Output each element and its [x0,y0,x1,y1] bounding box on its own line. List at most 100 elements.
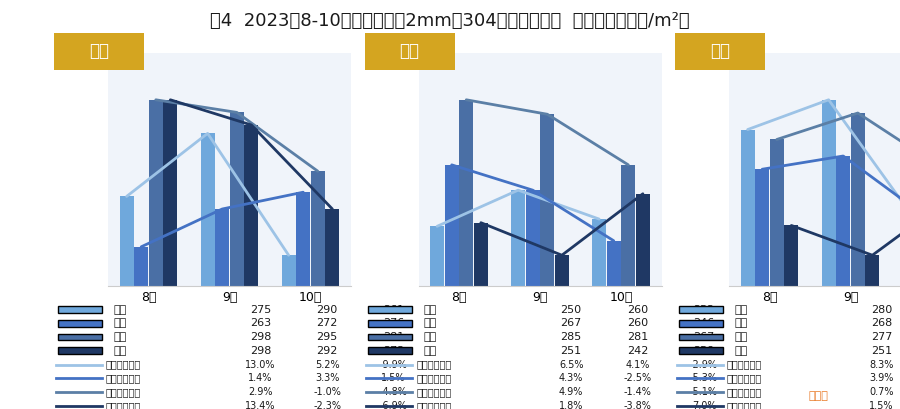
Text: -1.0%: -1.0% [313,387,341,397]
Text: 259: 259 [693,346,715,356]
Text: 261: 261 [382,305,404,315]
Text: 【环比】华西: 【环比】华西 [105,401,141,409]
Bar [164,100,177,409]
Bar [148,100,163,409]
Text: 250: 250 [561,305,581,315]
FancyBboxPatch shape [58,320,102,327]
Text: 华西: 华西 [113,346,126,356]
Text: 252: 252 [693,305,715,315]
Text: 292: 292 [317,346,338,356]
Text: 260: 260 [627,305,648,315]
Text: 281: 281 [382,332,404,342]
Bar [555,255,569,409]
Text: -2.3%: -2.3% [313,401,341,409]
Text: 0.7%: 0.7% [869,387,894,397]
Text: 华南: 华南 [424,332,436,342]
Text: 280: 280 [871,305,892,315]
Text: 【环比】华北: 【环比】华北 [726,360,762,370]
Bar [296,192,310,409]
Text: 13.4%: 13.4% [246,401,276,409]
Text: 繁荣网: 繁荣网 [808,391,828,401]
Bar [134,247,148,409]
Text: 275: 275 [250,305,271,315]
Text: 华北: 华北 [734,305,747,315]
Bar [741,130,754,409]
Text: 7.0%: 7.0% [692,401,716,409]
Text: 277: 277 [871,332,892,342]
Bar [245,125,258,409]
Text: 295: 295 [317,332,338,342]
Text: 1.5%: 1.5% [869,401,894,409]
Bar [822,100,835,409]
Bar [326,209,339,409]
Text: 272: 272 [382,346,404,356]
Text: 242: 242 [627,346,648,356]
Text: 【环比】华西: 【环比】华西 [726,401,762,409]
Text: 13.0%: 13.0% [246,360,276,370]
Text: 276: 276 [382,318,404,328]
Text: 2.9%: 2.9% [248,387,273,397]
Text: -3.8%: -3.8% [624,401,652,409]
Bar [636,194,650,409]
Text: 8.3%: 8.3% [869,360,894,370]
Text: 镜面: 镜面 [89,42,109,60]
Bar [120,196,133,409]
Text: 【环比】华南: 【环比】华南 [105,387,141,397]
Text: 【环比】华西: 【环比】华西 [416,401,452,409]
Text: 4.9%: 4.9% [559,387,583,397]
Bar [607,241,621,409]
Text: 4.3%: 4.3% [559,373,583,383]
Text: 1.4%: 1.4% [248,373,273,383]
Text: 图4  2023年8-10月全国四大区2mm厚304材质不锈钢板  均价（单位：元/m²）: 图4 2023年8-10月全国四大区2mm厚304材质不锈钢板 均价（单位：元/… [211,12,689,30]
Text: 4.1%: 4.1% [626,360,650,370]
Bar [430,226,444,409]
Text: 华北: 华北 [424,305,436,315]
Text: 华南: 华南 [113,332,126,342]
FancyBboxPatch shape [368,306,412,313]
Text: 磨砂: 磨砂 [710,42,730,60]
Text: 267: 267 [561,318,581,328]
Bar [866,255,879,409]
Text: 【环比】华南: 【环比】华南 [416,387,452,397]
Bar [201,133,214,409]
Text: -4.8%: -4.8% [380,387,408,397]
Text: 3.9%: 3.9% [869,373,894,383]
FancyBboxPatch shape [58,334,102,340]
Bar [282,255,295,409]
Text: 【环比】华南: 【环比】华南 [726,387,762,397]
Bar [540,114,554,409]
Bar [592,219,606,409]
Text: 285: 285 [561,332,581,342]
Bar [310,171,325,409]
FancyBboxPatch shape [368,348,412,354]
FancyBboxPatch shape [679,348,723,354]
Text: 6.5%: 6.5% [559,360,583,370]
Text: 1.8%: 1.8% [559,401,583,409]
Text: -6.9%: -6.9% [380,401,408,409]
Text: 华东: 华东 [734,318,747,328]
Text: 【环比】华东: 【环比】华东 [416,373,452,383]
Text: 【环比】华东: 【环比】华东 [726,373,762,383]
FancyBboxPatch shape [58,348,102,354]
Text: 华西: 华西 [734,346,747,356]
Text: 298: 298 [250,332,271,342]
Bar [770,139,784,409]
Bar [511,190,525,409]
Text: -1.4%: -1.4% [624,387,652,397]
Bar [785,225,798,409]
Text: 298: 298 [250,346,271,356]
Bar [526,190,540,409]
Bar [215,209,230,409]
Bar [230,112,244,409]
Text: -5.3%: -5.3% [690,373,718,383]
Text: 拉丝: 拉丝 [400,42,419,60]
Text: -5.1%: -5.1% [690,387,718,397]
Text: 281: 281 [627,332,648,342]
Text: 华北: 华北 [113,305,126,315]
Text: -9.9%: -9.9% [380,360,408,370]
Bar [474,222,488,409]
Text: 3.3%: 3.3% [315,373,339,383]
Text: 华东: 华东 [424,318,436,328]
Text: 263: 263 [250,318,271,328]
Text: -2.9%: -2.9% [690,360,718,370]
